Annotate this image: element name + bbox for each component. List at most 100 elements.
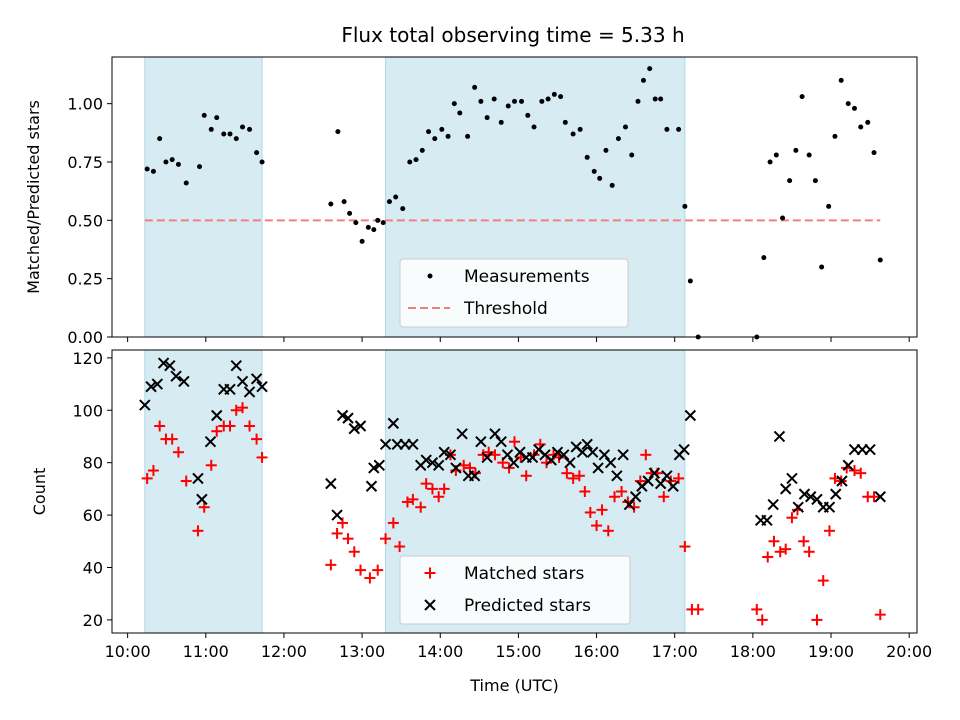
measurement-point <box>603 147 609 153</box>
predicted-star-point <box>667 480 679 492</box>
predicted-star-point <box>151 378 164 390</box>
predicted-star-point <box>489 428 501 440</box>
matched-star-point <box>768 535 780 547</box>
measurement-point <box>233 136 239 142</box>
predicted-star-point <box>444 449 457 461</box>
measurement-point <box>826 203 832 209</box>
measurement-point <box>832 133 838 139</box>
y-tick-label: 40 <box>83 558 103 577</box>
measurement-point <box>328 201 334 207</box>
measurement-point <box>484 115 490 121</box>
predicted-star-point <box>836 475 848 487</box>
predicted-stars-points <box>139 357 886 527</box>
measurement-point <box>183 180 189 186</box>
predicted-star-point <box>178 375 190 388</box>
measurement-point <box>400 206 406 212</box>
matched-star-point <box>364 572 376 584</box>
measurement-point <box>353 220 359 226</box>
predicted-star-point <box>586 446 599 458</box>
legend-entry-label: Predicted stars <box>464 596 591 616</box>
predicted-star-point <box>139 399 151 411</box>
measurement-point <box>259 159 265 165</box>
y-tick-label: 0.25 <box>67 270 103 289</box>
matched-star-point <box>509 436 520 448</box>
measurement-point <box>640 77 646 83</box>
predicted-star-point <box>526 451 539 464</box>
measurement-point <box>780 215 786 221</box>
measurement-point <box>144 166 150 172</box>
predicted-star-point <box>558 449 570 461</box>
matched-star-point <box>774 546 786 558</box>
measurement-point <box>525 112 531 118</box>
shaded-interval-1 <box>144 56 263 338</box>
matched-star-point <box>874 609 886 621</box>
predicted-star-point <box>256 380 268 393</box>
measurement-point <box>150 168 156 174</box>
matched-star-point <box>848 465 860 477</box>
matched-star-point <box>180 475 192 487</box>
matched-star-point <box>609 491 621 503</box>
measurement-point <box>787 178 793 184</box>
measurement-point <box>407 159 413 165</box>
predicted-star-point <box>576 446 589 458</box>
top-y-ticks: 0.00 0.25 0.50 0.75 1.00 <box>67 95 112 347</box>
measurement-point <box>512 98 517 104</box>
measurement-point <box>163 159 169 165</box>
measurement-point <box>519 98 525 104</box>
bottom-panel: 10:00 11:00 12:00 13:00 14:00 15:00 16:00 17:00… <box>30 349 932 695</box>
matched-star-point <box>679 541 691 553</box>
matched-star-point <box>489 449 501 461</box>
y-tick-label: 120 <box>72 349 103 368</box>
matched-star-point <box>520 470 532 482</box>
matched-star-point <box>803 546 815 558</box>
measurement-point <box>247 126 253 132</box>
predicted-star-point <box>236 375 249 388</box>
measurement-point <box>393 194 399 200</box>
predicted-star-point <box>164 360 176 372</box>
predicted-star-point <box>495 436 507 448</box>
matched-star-point <box>331 527 343 539</box>
predicted-star-point <box>617 449 629 461</box>
measurement-point <box>664 126 670 132</box>
measurement-point <box>767 159 773 165</box>
measurement-point <box>365 224 371 230</box>
matched-star-point <box>751 603 763 615</box>
predicted-star-point <box>387 417 400 430</box>
matched-star-point <box>355 564 367 576</box>
predicted-star-point <box>450 462 462 474</box>
predicted-star-point <box>481 451 493 464</box>
predicted-star-point <box>629 491 642 503</box>
measurement-point <box>609 182 615 188</box>
y-tick-label: 1.00 <box>67 95 103 114</box>
measurement-point <box>240 124 246 130</box>
x-tick-label: 13:00 <box>339 642 385 661</box>
y-tick-label: 0.00 <box>67 328 103 347</box>
matched-star-point <box>756 614 768 626</box>
measurement-point <box>491 96 497 102</box>
x-tick-label: 11:00 <box>183 642 229 661</box>
y-tick-label: 60 <box>83 506 103 525</box>
predicted-star-point <box>354 420 367 432</box>
legend-predicted-marker <box>424 599 436 611</box>
measurement-point <box>214 115 220 121</box>
legend-measurement-marker <box>427 273 433 279</box>
measurement-point <box>457 110 463 116</box>
x-tick-label: 12:00 <box>261 642 307 661</box>
bottom-y-ticks: 20 40 60 80 100 120 <box>72 349 112 630</box>
predicted-star-point <box>368 462 380 474</box>
y-tick-label: 80 <box>83 454 103 473</box>
measurement-point <box>845 101 851 107</box>
top-legend: Measurements Threshold <box>399 258 629 328</box>
measurement-point <box>773 152 779 158</box>
measurement-point <box>371 227 377 233</box>
predicted-star-point <box>830 488 842 500</box>
matched-star-point <box>237 402 249 414</box>
predicted-star-point <box>468 470 481 482</box>
measurement-point <box>858 124 864 130</box>
predicted-star-point <box>250 373 263 385</box>
measurement-point <box>652 96 658 102</box>
measurement-point <box>793 147 799 153</box>
matched-star-point <box>602 525 614 537</box>
bottom-axes-frame <box>111 349 918 634</box>
